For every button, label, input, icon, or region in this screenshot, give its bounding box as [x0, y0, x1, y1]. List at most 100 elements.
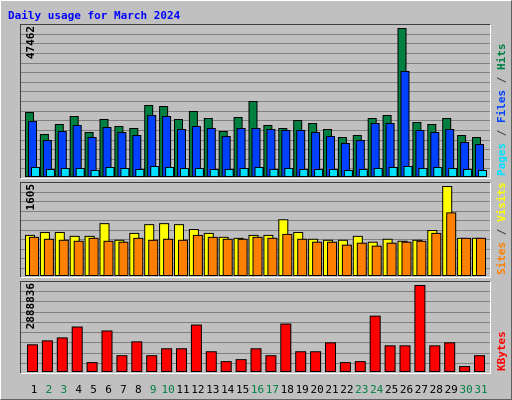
bar [209, 168, 219, 177]
x-tick-label: 6 [105, 383, 112, 396]
bar [31, 167, 40, 177]
legend: KBytes [495, 331, 508, 371]
bar [75, 168, 85, 178]
frame-light [20, 182, 491, 278]
bar [27, 344, 38, 373]
x-tick-label: 21 [325, 383, 338, 396]
bar [220, 361, 232, 373]
bar [478, 170, 487, 178]
bar [314, 168, 324, 177]
bar [205, 351, 217, 372]
bar [280, 323, 292, 372]
bar [431, 232, 442, 277]
frame-dark [20, 281, 491, 374]
bar [190, 324, 202, 373]
bar [237, 238, 248, 276]
bar [120, 168, 130, 178]
bar [176, 348, 187, 372]
bar [58, 239, 69, 276]
legend: Pages / Files / Hits [495, 44, 508, 177]
bar [135, 168, 145, 177]
x-tick-label: 20 [310, 383, 323, 396]
bar [403, 165, 413, 178]
x-tick-label: 12 [191, 383, 204, 396]
bar [60, 168, 70, 178]
bar [45, 168, 55, 177]
x-tick-label: 19 [296, 383, 309, 396]
x-tick-label: 26 [400, 383, 413, 396]
bar [416, 240, 427, 276]
bar [56, 337, 68, 372]
bar [103, 240, 114, 276]
bar [267, 237, 278, 276]
bar [399, 345, 411, 372]
bar [329, 168, 338, 177]
chart-title: Daily usage for March 2024 [8, 9, 181, 22]
bar [265, 355, 277, 372]
x-tick-label: 9 [150, 383, 157, 396]
bar [222, 238, 233, 276]
y-tick-label: 47462 [24, 26, 37, 59]
bar [448, 168, 458, 178]
bar [386, 242, 397, 276]
x-tick-label: 15 [236, 383, 249, 396]
bar [339, 362, 351, 373]
x-tick-label: 31 [474, 383, 487, 396]
bar [105, 167, 115, 177]
bar [325, 342, 336, 372]
x-tick-label: 24 [370, 383, 384, 396]
x-tick-label: 23 [355, 383, 368, 396]
bar [178, 239, 188, 276]
bar [165, 167, 175, 177]
bar [239, 168, 249, 178]
x-tick-label: 1 [31, 383, 38, 396]
bar [384, 345, 396, 372]
bar [463, 168, 473, 177]
x-tick-label: 8 [135, 383, 142, 396]
bar [118, 241, 129, 276]
bar [252, 236, 263, 277]
bar [86, 362, 98, 373]
frame-light [20, 24, 491, 179]
bar [444, 342, 456, 372]
bar [163, 238, 174, 276]
x-tick-label: 29 [445, 383, 458, 396]
bar [356, 242, 367, 276]
frame-dark [20, 182, 491, 278]
frame-light [20, 281, 491, 374]
x-tick-label: 5 [90, 383, 97, 396]
x-tick-label: 11 [176, 383, 189, 396]
x-tick-label: 28 [430, 383, 443, 396]
bar [254, 167, 264, 177]
bar [476, 237, 486, 276]
legend-entry: Visits [495, 182, 508, 222]
bar [461, 237, 472, 276]
x-tick-label: 13 [206, 383, 219, 396]
x-tick-label: 22 [340, 383, 353, 396]
x-tick-label: 3 [60, 383, 67, 396]
bar [192, 234, 203, 277]
bar [459, 366, 471, 372]
legend-separator: / [495, 222, 508, 242]
legend-entry: Sites [495, 242, 508, 275]
bar [310, 351, 322, 372]
bar [224, 168, 234, 177]
bar [88, 237, 99, 276]
bar [295, 351, 307, 372]
x-tick-label: 7 [120, 383, 127, 396]
bar [90, 170, 100, 178]
bar [41, 340, 53, 372]
bar [341, 244, 352, 276]
bar [250, 348, 262, 372]
bar [418, 168, 428, 178]
bar [474, 355, 485, 372]
bar [414, 285, 426, 372]
bar [429, 345, 441, 372]
bar [312, 241, 323, 276]
bar [101, 330, 113, 373]
bar [327, 241, 337, 276]
legend-entry: KBytes [495, 331, 508, 371]
bar [284, 168, 294, 178]
